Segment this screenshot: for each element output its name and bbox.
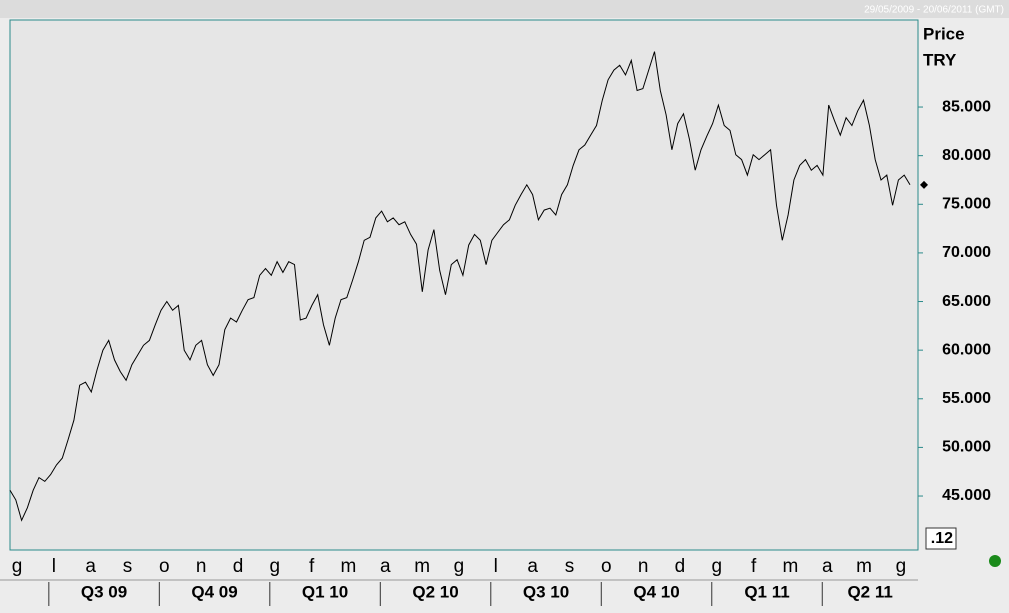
month-label: o (601, 556, 612, 577)
quarter-label: Q3 09 (81, 582, 127, 601)
quarter-label: Q1 10 (302, 582, 348, 601)
month-label: g (896, 556, 907, 577)
month-label: o (159, 556, 170, 577)
month-label: s (565, 556, 575, 577)
date-range: 29/05/2009 - 20/06/2011 (GMT) (864, 5, 1004, 16)
quarter-label: Q4 10 (633, 582, 679, 601)
currency-label: TRY (923, 50, 957, 69)
y-tick-label: 45.000 (942, 487, 991, 504)
month-label: a (527, 556, 538, 577)
month-label: d (675, 556, 686, 577)
month-label: n (638, 556, 649, 577)
quarter-label: Q4 09 (191, 582, 237, 601)
month-label: f (309, 556, 315, 577)
month-label: m (414, 556, 430, 577)
y-tick-label: 60.000 (942, 341, 991, 358)
top-bar (0, 0, 1009, 18)
month-label: l (52, 556, 56, 577)
corner-box (925, 527, 957, 550)
quarter-label: Q3 10 (523, 582, 569, 601)
month-label: g (12, 556, 23, 577)
month-label: a (85, 556, 96, 577)
last-price-marker (920, 180, 928, 189)
quarter-label: Q1 11 (744, 582, 789, 601)
y-tick-label: 50.000 (942, 439, 991, 456)
month-label: m (783, 556, 799, 577)
month-label: l (494, 556, 498, 577)
month-label: s (123, 556, 133, 577)
y-tick-label: 70.000 (942, 244, 991, 261)
month-label: a (380, 556, 391, 577)
y-tick-label: 55.000 (942, 390, 991, 407)
month-label: a (822, 556, 833, 577)
month-label: m (856, 556, 872, 577)
month-label: n (196, 556, 207, 577)
month-label: g (454, 556, 465, 577)
y-tick-label: 65.000 (942, 293, 991, 310)
month-label: d (233, 556, 244, 577)
month-label: f (751, 556, 757, 577)
quarter-label: Q2 10 (412, 582, 458, 601)
y-tick-label: 85.000 (942, 98, 991, 115)
quarter-label: Q2 11 (847, 582, 892, 601)
y-tick-label: 80.000 (942, 147, 991, 164)
y-tick-label: 75.000 (942, 196, 991, 213)
month-label: m (341, 556, 357, 577)
corner-label: .12 (931, 530, 953, 547)
y-label: Price (923, 24, 965, 43)
price-line (9, 51, 911, 522)
month-label: g (270, 556, 281, 577)
plot-area (9, 19, 919, 551)
month-label: g (711, 556, 722, 577)
status-dot (989, 555, 1001, 567)
